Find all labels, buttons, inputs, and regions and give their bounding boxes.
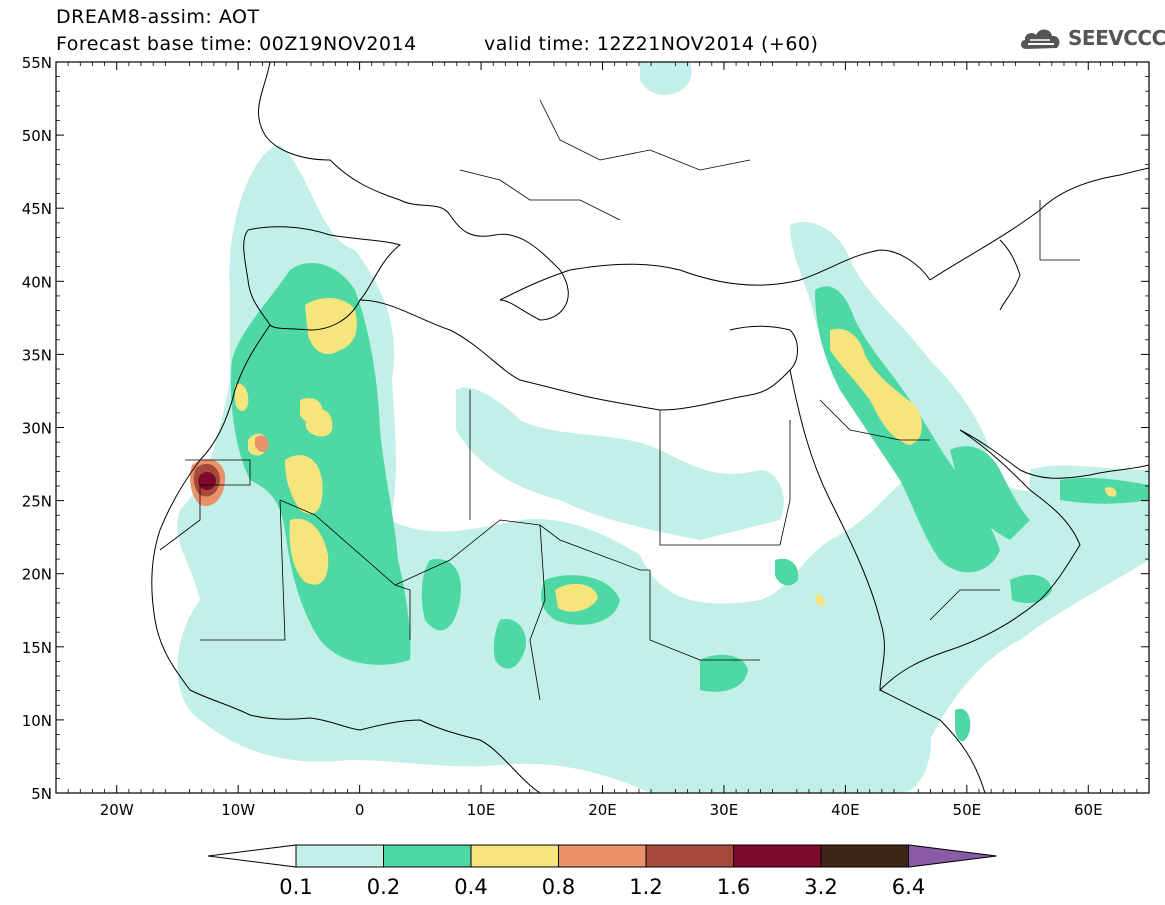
colorbar-label: 6.4 (892, 875, 925, 899)
lat-label: 30N (22, 420, 52, 438)
aot-field (177, 62, 1149, 793)
colorbar-segment (383, 844, 472, 868)
lon-label: 0 (355, 801, 365, 819)
colorbar-label: 0.1 (279, 875, 312, 899)
colorbar-segment (558, 844, 647, 868)
valid-time-label: valid time: 12Z21NOV2014 (+60) (484, 33, 819, 55)
cloud-logo-icon (1020, 29, 1060, 49)
lat-label: 40N (22, 273, 52, 291)
lat-label: 15N (22, 639, 52, 657)
colorbar-label: 1.6 (717, 875, 750, 899)
lon-label: 10E (467, 801, 496, 819)
colorbar-segment (733, 844, 822, 868)
colorbar-segment (295, 844, 384, 868)
lon-label: 60E (1074, 801, 1103, 819)
lat-label: 5N (31, 785, 52, 803)
lat-label: 35N (22, 346, 52, 364)
lon-label: 30E (710, 801, 739, 819)
colorbar-label: 0.8 (542, 875, 575, 899)
colorbar-segment (645, 844, 734, 868)
colorbar-left-arrow (207, 844, 297, 868)
lon-label: 10W (221, 801, 255, 819)
time-info: Forecast base time: 00Z19NOV2014 valid t… (0, 33, 818, 99)
map-title: DREAM8-assim: AOT (56, 6, 260, 28)
coastlines (151, 62, 1149, 793)
lat-label: 20N (22, 566, 52, 584)
colorbar-right-arrow (908, 844, 997, 868)
colorbar-label: 0.2 (367, 875, 400, 899)
seevccc-logo: SEEVCCC (1018, 22, 1165, 54)
borders (159, 99, 1080, 701)
colorbar-segment (470, 844, 559, 868)
lat-label: 25N (22, 493, 52, 511)
longitude-axis: 20W 10W 0 10E 20E 30E 40E 50E 60E (67, 62, 1138, 819)
colorbar-label: 3.2 (804, 875, 837, 899)
lon-label: 40E (831, 801, 860, 819)
colorbar-label: 1.2 (629, 875, 662, 899)
aot-level-1-6 (198, 472, 216, 490)
lat-label: 50N (22, 127, 52, 145)
logo-text: SEEVCCC (1068, 26, 1165, 50)
lon-label: 20E (588, 801, 617, 819)
latitude-axis: 55N 50N 45N 40N 35N 30N 25N 20N 15N 10N 5N (22, 54, 1149, 803)
colorbar-segment (820, 844, 909, 868)
base-time-label: Forecast base time: 00Z19NOV2014 (56, 33, 417, 55)
lat-label: 45N (22, 200, 52, 218)
lon-label: 50E (953, 801, 982, 819)
lon-label: 20W (100, 801, 134, 819)
lat-label: 55N (22, 54, 52, 72)
colorbar-label: 0.4 (454, 875, 487, 899)
lat-label: 10N (22, 712, 52, 730)
colorbar: 0.1 0.2 0.4 0.8 1.2 1.6 3.2 6.4 (207, 844, 997, 899)
